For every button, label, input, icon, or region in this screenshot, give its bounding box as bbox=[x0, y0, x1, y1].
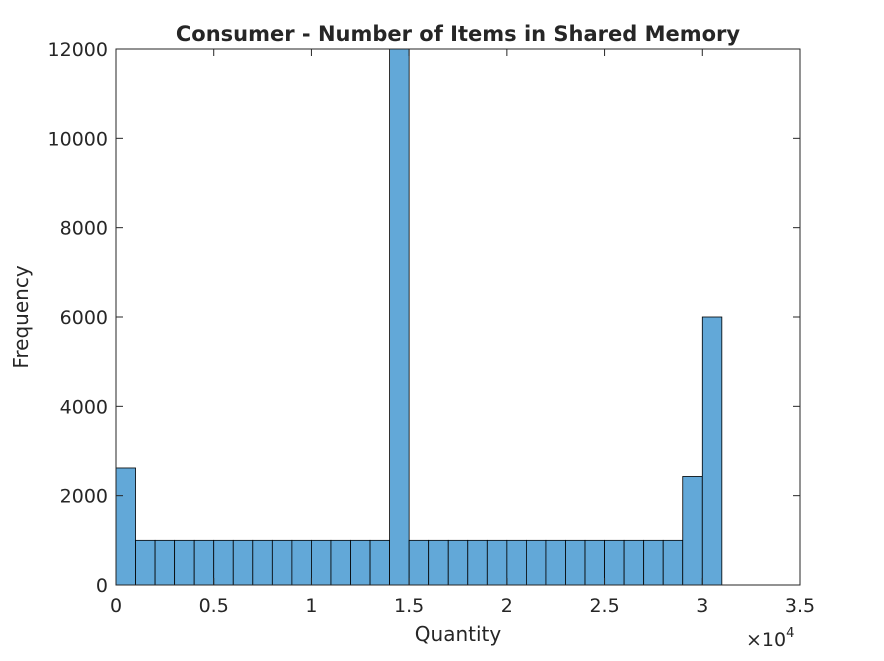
histogram-bar bbox=[506, 539, 527, 586]
histogram-bar bbox=[486, 539, 508, 586]
histogram-bar bbox=[271, 539, 293, 586]
histogram-bar bbox=[213, 539, 234, 586]
x-axis-exponent: ×104 bbox=[746, 626, 794, 651]
y-tick-label: 0 bbox=[96, 575, 108, 597]
y-tick-label: 8000 bbox=[60, 218, 108, 240]
histogram-bar bbox=[545, 539, 566, 586]
y-tick-label: 2000 bbox=[60, 486, 108, 508]
histogram-bar bbox=[330, 539, 351, 586]
y-tick-label: 6000 bbox=[60, 307, 108, 329]
histogram-bar bbox=[428, 539, 449, 586]
chart-title: Consumer - Number of Items in Shared Mem… bbox=[176, 22, 741, 46]
histogram-bar bbox=[643, 539, 664, 586]
histogram-bar bbox=[389, 48, 410, 586]
histogram-bar bbox=[467, 539, 488, 586]
histogram-bar bbox=[291, 539, 312, 586]
histogram-bar bbox=[584, 539, 605, 586]
x-tick-label: 1.5 bbox=[394, 595, 424, 617]
x-axis-exponent-base: ×10 bbox=[746, 629, 786, 651]
bars-group bbox=[115, 48, 723, 586]
x-axis-ticks: 0 0.5 1 1.5 2 2.5 3 3.5 bbox=[110, 49, 815, 617]
x-axis-label: Quantity bbox=[415, 622, 502, 646]
y-tick-label: 4000 bbox=[60, 396, 108, 418]
x-tick-label: 2.5 bbox=[589, 595, 619, 617]
histogram-bar bbox=[174, 539, 195, 586]
x-tick-label: 0 bbox=[110, 595, 122, 617]
histogram-bar bbox=[604, 539, 625, 586]
histogram-bar bbox=[154, 539, 176, 586]
histogram-bar bbox=[193, 539, 215, 586]
histogram-bar bbox=[701, 316, 723, 586]
x-tick-label: 2 bbox=[501, 595, 513, 617]
histogram-bar bbox=[350, 539, 371, 586]
histogram-bar bbox=[135, 539, 156, 586]
histogram-bar bbox=[447, 539, 469, 586]
y-tick-label: 10000 bbox=[48, 128, 108, 150]
histogram-bar bbox=[232, 539, 254, 586]
histogram-bar bbox=[115, 467, 136, 586]
histogram-bar bbox=[408, 539, 430, 586]
histogram-bar bbox=[623, 539, 645, 586]
histogram-bar bbox=[369, 539, 390, 586]
y-tick-label: 12000 bbox=[48, 39, 108, 61]
histogram-bar bbox=[252, 539, 273, 586]
x-tick-label: 3.5 bbox=[785, 595, 815, 617]
x-tick-label: 3 bbox=[696, 595, 708, 617]
histogram-bar bbox=[311, 539, 332, 586]
y-axis-ticks: 0 2000 4000 6000 8000 10000 12000 bbox=[48, 39, 800, 597]
histogram-bar bbox=[662, 539, 684, 586]
histogram-bar bbox=[682, 476, 703, 586]
y-axis-label: Frequency bbox=[9, 265, 33, 368]
x-tick-label: 1 bbox=[305, 595, 317, 617]
histogram-bar bbox=[526, 539, 547, 586]
histogram-bar bbox=[565, 539, 586, 586]
x-axis-exponent-power: 4 bbox=[786, 626, 794, 641]
x-tick-label: 0.5 bbox=[199, 595, 229, 617]
